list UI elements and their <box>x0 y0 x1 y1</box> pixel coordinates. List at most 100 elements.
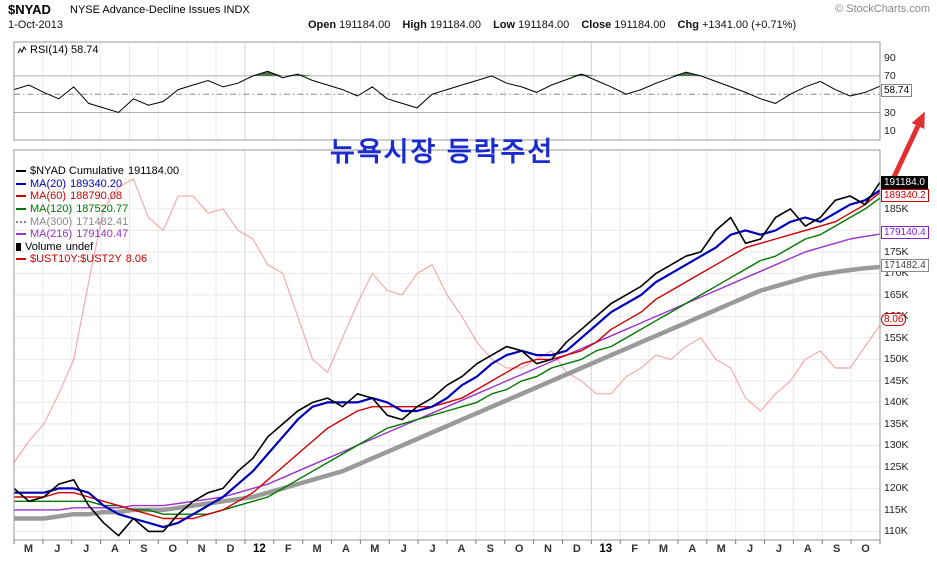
y-axis-label: 130K <box>884 439 909 452</box>
legend-swatch <box>16 220 26 223</box>
legend-label: MA(120) <box>30 203 73 216</box>
x-axis-label: J <box>400 543 407 555</box>
high-value: 191184.00 <box>429 19 482 31</box>
legend-value: 188790.08 <box>70 190 123 203</box>
y-axis-label: 110K <box>884 525 908 538</box>
rsi-axis-label: 10 <box>884 124 896 137</box>
x-axis-label: J <box>747 543 754 555</box>
ratio-value-badge: 8.06 <box>881 313 907 326</box>
y-axis-label: 165K <box>884 288 909 301</box>
legend-label: $UST10Y:$UST2Y <box>30 253 122 266</box>
legend-label: MA(60) <box>30 190 67 203</box>
legend-item-ma120: MA(120) 187520.77 <box>16 203 179 216</box>
indicator-icon <box>17 45 27 54</box>
copyright-text: © StockCharts.com <box>835 3 930 15</box>
legend-label: MA(216) <box>30 228 73 241</box>
x-axis-label: A <box>111 543 120 555</box>
legend-value: 171482.41 <box>76 215 129 228</box>
rsi-label-text: RSI(14) 58.74 <box>30 44 99 56</box>
y-axis-label: 140K <box>884 396 909 409</box>
y-axis-label: 145K <box>884 374 909 387</box>
y-axis-label: 115K <box>884 503 908 516</box>
legend-item-ma20: MA(20) 189340.20 <box>16 178 179 191</box>
legend-label: Volume <box>25 240 62 253</box>
x-axis-label: S <box>140 543 148 555</box>
open-label: Open <box>308 19 337 31</box>
legend-value: 8.06 <box>125 253 148 266</box>
x-axis-label: D <box>226 543 235 555</box>
y-axis-label: 185K <box>884 202 909 215</box>
volume-bar-icon <box>16 242 21 251</box>
x-axis-label: O <box>168 543 178 555</box>
x-axis-label: A <box>341 543 350 555</box>
chg-label: Chg <box>677 19 699 31</box>
legend-item-nyad: $NYAD Cumulative 191184.00 <box>16 165 179 178</box>
close-value: 191184.00 <box>614 19 666 31</box>
y-axis-label: 150K <box>884 353 909 366</box>
chart-title: NYSE Advance-Decline Issues INDX <box>70 4 250 16</box>
legend-label: MA(20) <box>30 177 67 190</box>
legend-value: 179140.47 <box>76 228 129 241</box>
rsi-axis-label: 30 <box>884 106 896 119</box>
legend-swatch <box>16 208 26 211</box>
legend-item-ust-ratio: $UST10Y:$UST2Y 8.06 <box>16 253 179 266</box>
legend-value: undef <box>65 240 94 253</box>
close-value-badge: 191184.0 <box>881 176 928 189</box>
ma20-value-badge: 189340.2 <box>881 189 929 202</box>
legend-swatch <box>16 195 26 198</box>
x-axis-label: A <box>688 543 697 555</box>
y-axis-label: 135K <box>884 417 909 430</box>
x-axis-label: F <box>631 543 638 555</box>
rsi-value-badge: 58.74 <box>881 84 913 97</box>
legend-label: MA(300) <box>30 215 73 228</box>
legend-label: $NYAD Cumulative <box>30 165 124 178</box>
legend-swatch <box>16 233 26 236</box>
legend-item-ma216: MA(216) 179140.47 <box>16 228 179 241</box>
open-value: 191184.00 <box>339 19 391 31</box>
x-axis-label: A <box>457 543 466 555</box>
x-axis-label: F <box>284 543 292 555</box>
x-axis-label: M <box>312 543 322 555</box>
x-axis-label: D <box>572 543 581 555</box>
rsi-panel-label: RSI(14) 58.74 <box>17 44 98 56</box>
x-axis-label: J <box>83 543 90 555</box>
x-axis-label: 13 <box>599 543 613 555</box>
y-axis-label: 120K <box>884 482 909 495</box>
legend-swatch <box>16 258 26 261</box>
x-axis-label: M <box>23 543 34 555</box>
y-axis-label: 155K <box>884 331 909 344</box>
close-label: Close <box>581 19 612 31</box>
rsi-axis-label: 90 <box>884 51 896 64</box>
legend-value: 191184.00 <box>127 165 180 178</box>
x-axis-label: 12 <box>252 543 266 555</box>
legend: $NYAD Cumulative 191184.00 MA(20) 189340.2… <box>16 165 179 266</box>
y-axis-label: 175K <box>884 245 909 258</box>
x-axis-label: S <box>486 543 494 555</box>
x-axis-label: M <box>370 543 380 555</box>
x-axis-label: J <box>775 543 783 555</box>
legend-value: 189340.20 <box>70 177 123 190</box>
x-axis-label: M <box>716 543 726 555</box>
x-axis-label: J <box>54 543 61 555</box>
ma300-value-badge: 171482.4 <box>881 259 929 272</box>
legend-item-ma60: MA(60) 188790.08 <box>16 190 179 203</box>
ma216-value-badge: 179140.4 <box>881 226 929 239</box>
x-axis-label: O <box>514 543 524 555</box>
ticker-symbol: $NYAD <box>8 2 51 17</box>
x-axis-label: S <box>833 543 841 555</box>
x-axis-label: N <box>544 543 553 555</box>
chg-value: +1341.00 (+0.71%) <box>701 19 797 31</box>
legend-swatch <box>16 170 26 173</box>
high-label: High <box>402 19 427 31</box>
y-axis-label: 125K <box>884 460 909 473</box>
x-axis-label: A <box>803 543 812 555</box>
x-axis-label: N <box>197 543 206 555</box>
x-axis-label: J <box>429 543 436 555</box>
legend-item-volume: Volume undef <box>16 241 179 254</box>
low-value: 191184.00 <box>518 19 570 31</box>
chart-date: 1-Oct-2013 <box>8 19 64 31</box>
rsi-axis-label: 70 <box>884 69 896 82</box>
legend-value: 187520.77 <box>76 203 129 216</box>
